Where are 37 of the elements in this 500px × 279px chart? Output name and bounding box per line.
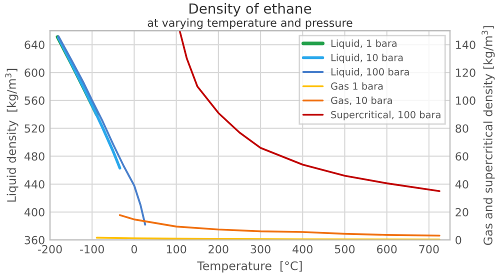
y-tick-label: 440: [24, 180, 44, 189]
legend-label: Liquid, 1 bara: [331, 39, 396, 49]
y-axis-title: Liquid density [kg/m$^{3}$]: [5, 68, 18, 202]
y2-tick-label: 140: [456, 40, 476, 50]
x-tick-label: 600: [377, 244, 397, 254]
y2-tick-label: 40: [455, 180, 468, 189]
y-tick-label: 480: [24, 152, 44, 161]
x-tick-label: 500: [334, 244, 355, 254]
x-tick-label: 700: [419, 244, 439, 254]
y-tick-label: 640: [24, 40, 44, 50]
y-tick-label: 520: [24, 124, 44, 133]
y2-tick-label: 100: [456, 96, 476, 105]
legend-label: Liquid, 10 bara: [331, 54, 403, 64]
legend-label: Gas 1 bara: [331, 82, 383, 90]
y2-tick-label: 80: [456, 124, 468, 133]
x-tick-label: 300: [250, 244, 270, 254]
y-tick-label: 600: [24, 68, 44, 77]
y2-tick-label: 120: [456, 68, 476, 77]
legend-label: Supercritical, 100 bara: [331, 110, 440, 120]
legend-label: Gas, 10 bara: [331, 96, 392, 106]
y2-tick-label: 0: [456, 236, 462, 244]
y-tick-label: 400: [24, 208, 44, 216]
y-tick-label: 560: [24, 96, 44, 105]
chart-subtitle: at varying temperature and pressure: [148, 18, 352, 30]
x-axis-title: Temperature [°C]: [197, 261, 302, 273]
y-tick-label: 360: [24, 236, 44, 244]
x-tick-label: 100: [166, 244, 186, 254]
legend-label: Liquid, 100 bara: [331, 68, 409, 78]
x-tick-label: 200: [208, 244, 228, 254]
x-tick-label: -100: [80, 244, 104, 254]
y2-tick-label: 60: [456, 152, 468, 161]
y2-axis-title: Gas and supercritical density [kg/m$^{3}$]: [482, 26, 495, 245]
x-tick-label: -200: [38, 244, 62, 254]
x-tick-label: 0: [131, 244, 138, 254]
y2-tick-label: 20: [456, 208, 468, 216]
x-tick-label: 400: [292, 244, 312, 254]
chart-title: Density of ethane: [190, 3, 312, 16]
